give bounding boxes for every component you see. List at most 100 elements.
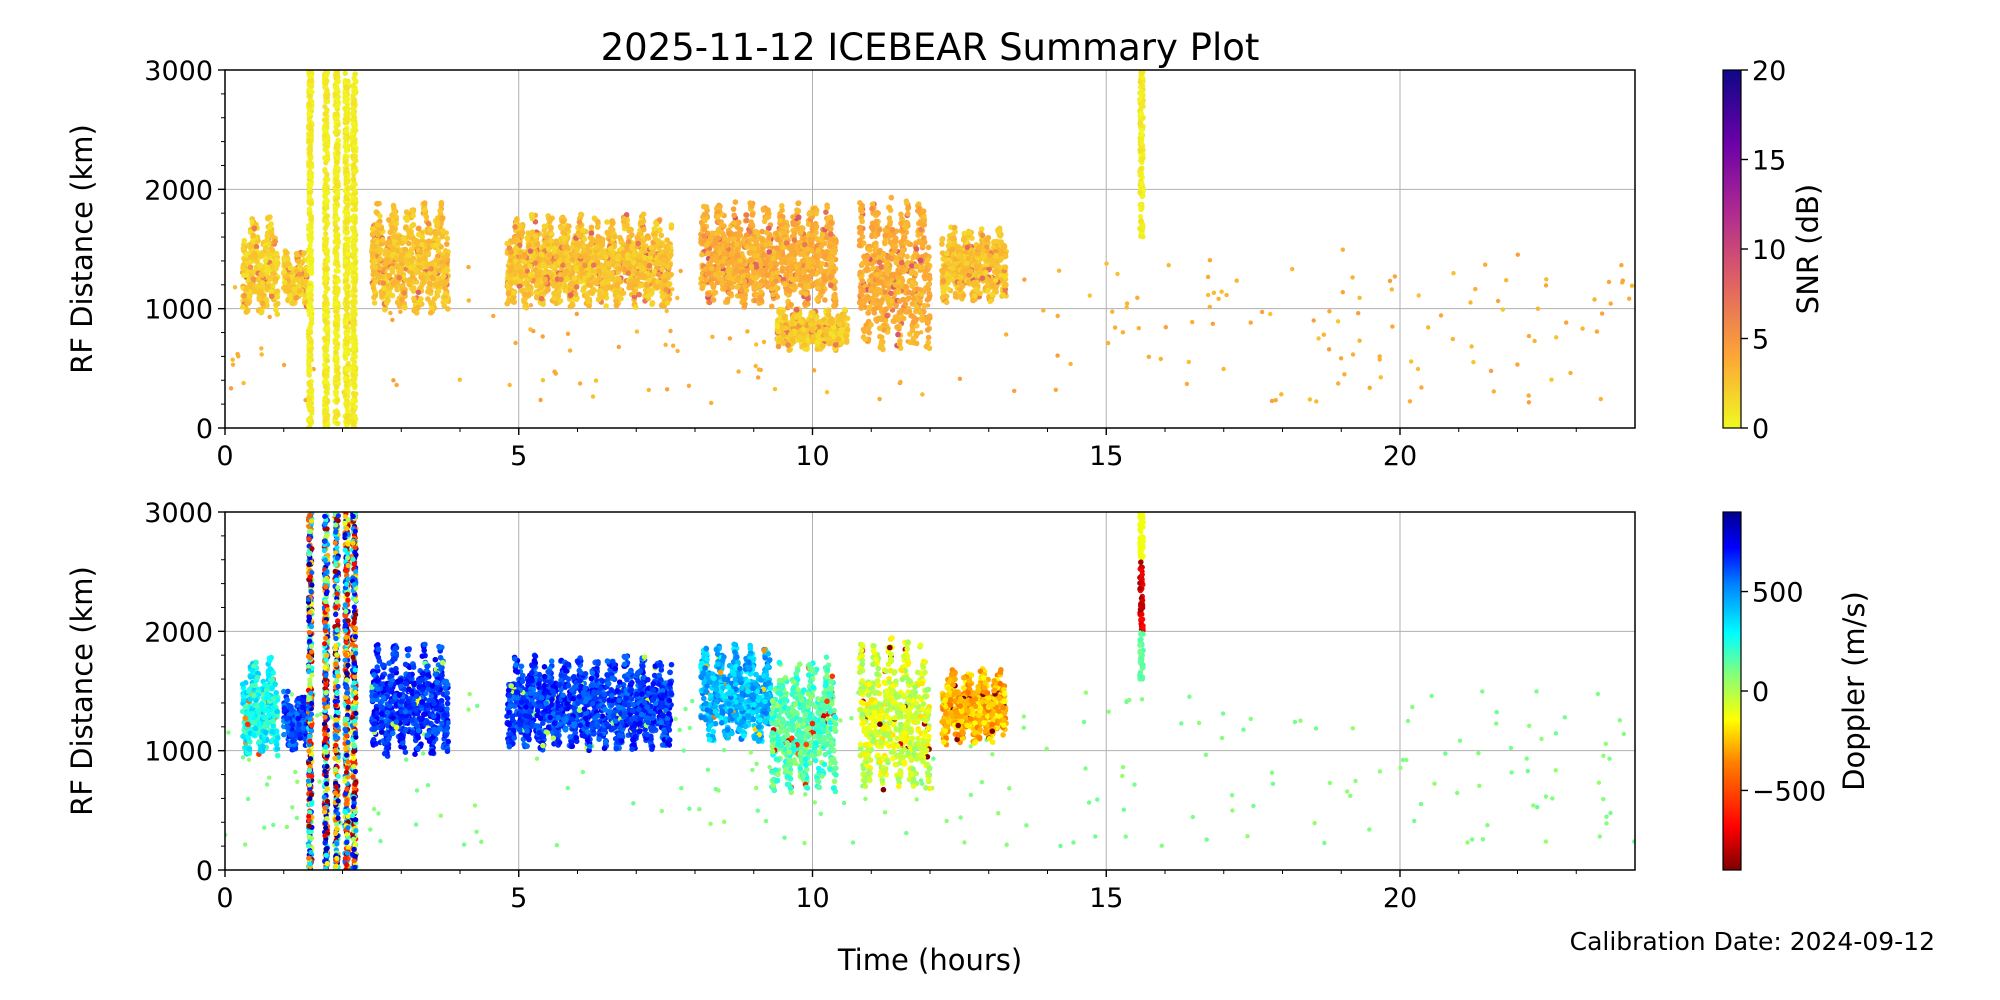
snr-cluster-point xyxy=(636,253,643,259)
snr-scatter-point xyxy=(1190,319,1195,325)
snr-cluster-point xyxy=(780,331,787,338)
snr-cluster-point xyxy=(664,263,671,270)
snr-cluster-point xyxy=(605,261,612,267)
snr-cluster-point xyxy=(296,278,303,284)
snr-scatter-point xyxy=(877,396,882,402)
snr-cluster-point xyxy=(585,272,592,278)
snr-cluster-point xyxy=(561,235,567,241)
snr-cluster-point xyxy=(380,290,387,297)
snr-scatter-point xyxy=(1216,296,1221,301)
snr-scatter-point xyxy=(1367,385,1372,390)
snr-cluster-point xyxy=(827,274,834,281)
snr-cluster-point xyxy=(779,268,785,274)
snr-cluster-point xyxy=(646,277,652,284)
snr-scatter-point xyxy=(1488,368,1494,374)
snr-cluster-point xyxy=(393,214,400,220)
snr-scatter-point xyxy=(1599,311,1605,316)
snr-cluster-point xyxy=(389,265,395,272)
snr-scatter-point xyxy=(1056,268,1062,273)
snr-scatter-point xyxy=(1259,309,1265,315)
snr-cluster-point xyxy=(269,247,276,254)
snr-cluster-point xyxy=(793,276,799,282)
snr-cluster-point xyxy=(645,235,652,241)
snr-cluster-point xyxy=(809,232,815,239)
snr-cluster-point xyxy=(408,264,414,271)
snr-scatter-point xyxy=(1307,397,1313,402)
snr-cluster-point xyxy=(730,206,737,212)
snr-scatter-point xyxy=(668,328,673,334)
snr-cluster-point xyxy=(442,280,449,286)
snr-cluster-point xyxy=(428,266,434,272)
snr-scatter-point xyxy=(236,354,241,359)
snr-cluster-point xyxy=(248,242,254,249)
snr-scatter-point xyxy=(388,310,393,316)
snr-cluster-point xyxy=(257,263,264,269)
snr-cluster-point xyxy=(416,257,422,263)
snr-cluster-point xyxy=(713,258,720,265)
snr-cluster-point xyxy=(748,263,755,270)
snr-scatter-point xyxy=(686,383,692,388)
snr-scatter-point xyxy=(1158,356,1164,362)
snr-cluster-point xyxy=(732,199,739,205)
snr-cluster-point xyxy=(604,229,610,236)
snr-cluster-point xyxy=(386,239,392,245)
snr-scatter-point xyxy=(710,334,715,339)
snr-scatter-point xyxy=(1268,311,1273,317)
snr-cluster-point xyxy=(433,242,439,248)
snr-cluster-point xyxy=(828,219,834,226)
snr-cluster-point xyxy=(709,265,715,272)
snr-cluster-point xyxy=(576,232,582,238)
snr-cluster-point xyxy=(444,252,451,258)
snr-cluster-point xyxy=(590,254,596,261)
snr-cluster-point xyxy=(762,260,769,266)
snr-cluster-point xyxy=(551,295,557,302)
snr-scatter-point xyxy=(1163,325,1169,330)
snr-scatter-point xyxy=(1136,326,1142,331)
snr-cluster-point xyxy=(824,204,831,211)
snr-scatter-point xyxy=(577,381,583,386)
snr-cluster-point xyxy=(730,236,737,242)
snr-cluster-point xyxy=(774,270,780,276)
snr-cluster-point xyxy=(440,273,447,280)
snr-cluster-point xyxy=(715,213,721,220)
snr-cluster-point xyxy=(795,207,801,214)
snr-cluster-point xyxy=(734,252,741,258)
snr-cluster-point xyxy=(809,268,816,275)
snr-cluster-point xyxy=(517,222,523,229)
snr-scatter-point xyxy=(1606,279,1612,285)
snr-cluster-point xyxy=(411,295,417,302)
snr-cluster-point xyxy=(819,343,826,349)
snr-cluster-point xyxy=(586,296,593,303)
snr-cluster-point xyxy=(789,264,795,271)
snr-cluster-point xyxy=(440,263,446,269)
snr-cluster-point xyxy=(704,271,711,277)
snr-cluster-point xyxy=(701,211,708,218)
snr-scatter-point xyxy=(241,380,246,386)
snr-cluster-point xyxy=(788,301,794,308)
snr-cluster-point xyxy=(796,261,802,268)
snr-cluster-point xyxy=(597,292,603,298)
snr-cluster-point xyxy=(560,229,566,236)
snr-cluster-point xyxy=(719,280,725,287)
snr-cluster-point xyxy=(406,240,412,247)
snr-cluster-point xyxy=(599,236,606,243)
snr-scatter-point xyxy=(646,387,651,393)
snr-scatter-point xyxy=(1342,372,1347,377)
snr-cluster-point xyxy=(715,235,722,241)
snr-cluster-point xyxy=(655,271,662,278)
snr-cluster-point xyxy=(557,298,564,304)
snr-cluster-point xyxy=(819,235,825,241)
snr-cluster-point xyxy=(437,208,443,214)
snr-scatter-point xyxy=(1120,330,1126,335)
snr-cluster-point xyxy=(419,275,426,281)
snr-cluster-point xyxy=(720,258,726,264)
snr-cluster-point xyxy=(828,282,834,289)
snr-cluster-point xyxy=(734,241,740,247)
snr-cluster-point xyxy=(646,262,653,269)
snr-cluster-point xyxy=(625,270,631,276)
snr-cluster-point xyxy=(734,284,740,290)
snr-cluster-point xyxy=(832,294,838,301)
snr-cluster-point xyxy=(819,260,825,267)
snr-scatter-point xyxy=(259,352,264,357)
snr-scatter-point xyxy=(1205,274,1211,280)
